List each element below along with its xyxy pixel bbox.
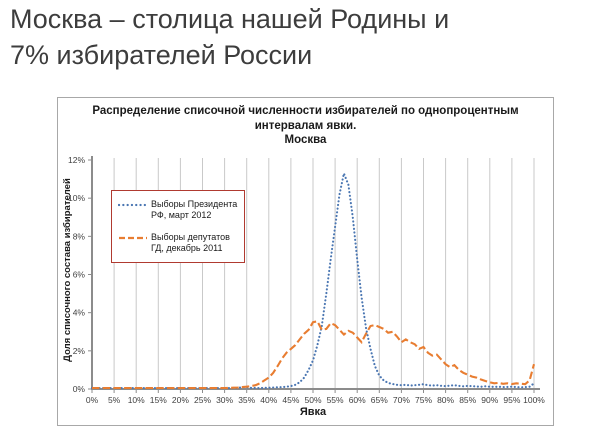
chart-container: Распределение списочной численности изби… (57, 97, 554, 426)
x-tick-label: 40% (260, 395, 277, 405)
x-tick-label: 95% (503, 395, 520, 405)
x-tick-label: 30% (216, 395, 233, 405)
chart-title: Распределение списочной численности изби… (92, 105, 519, 132)
x-tick-label: 50% (304, 395, 321, 405)
x-axis-title: Явка (299, 406, 327, 418)
y-tick-label: 0% (73, 384, 86, 394)
y-tick-label: 6% (73, 270, 86, 280)
series-line-0 (90, 169, 536, 390)
legend-item-duma-2011: Выборы депутатов ГД, декабрь 2011 (118, 232, 238, 255)
slide-title: Москва – столица нашей Родины и 7% избир… (10, 4, 450, 70)
x-tick-label: 90% (481, 395, 498, 405)
x-tick-label: 25% (194, 395, 211, 405)
y-tick-label: 12% (68, 155, 85, 165)
x-tick-label: 55% (327, 395, 344, 405)
x-tick-label: 75% (415, 395, 432, 405)
legend-item-president-2012: Выборы Президента РФ, март 2012 (118, 199, 238, 222)
y-tick-label: 10% (68, 193, 85, 203)
chart-legend: Выборы Президента РФ, март 2012 Выборы д… (111, 190, 245, 263)
x-tick-label: 65% (371, 395, 388, 405)
y-tick-label: 8% (73, 231, 86, 241)
legend-sample-dashed-orange-icon (119, 236, 147, 239)
legend-sample-dotted-blue-icon (118, 203, 148, 207)
x-tick-label: 35% (238, 395, 255, 405)
x-tick-label: 80% (437, 395, 454, 405)
y-axis-title: Доля списочного состава избирателей (62, 178, 73, 362)
x-tick-label: 15% (150, 395, 167, 405)
x-tick-label: 70% (393, 395, 410, 405)
chart-subtitle: Москва (284, 134, 327, 146)
x-axis: 0% 5% 10% 15% 20% 25% 30% 35% 40% 45% 50% 55% 60% 65%… (86, 388, 545, 405)
legend-label-president-2012: Выборы Президента РФ, март 2012 (151, 199, 238, 221)
y-tick-label: 2% (73, 346, 86, 356)
x-tick-label: 60% (349, 395, 366, 405)
series-line-1 (92, 320, 536, 390)
x-tick-label: 20% (172, 395, 189, 405)
x-tick-label: 100% (523, 395, 545, 405)
x-tick-label: 0% (86, 395, 99, 405)
y-tick-label: 4% (73, 308, 86, 318)
x-tick-label: 85% (459, 395, 476, 405)
x-tick-label: 5% (108, 395, 121, 405)
x-tick-label: 45% (282, 395, 299, 405)
y-axis: 0% 2% 4% 6% 8% 10% 12% (68, 155, 93, 394)
legend-label-duma-2011: Выборы депутатов ГД, декабрь 2011 (151, 231, 230, 253)
x-tick-label: 10% (128, 395, 145, 405)
